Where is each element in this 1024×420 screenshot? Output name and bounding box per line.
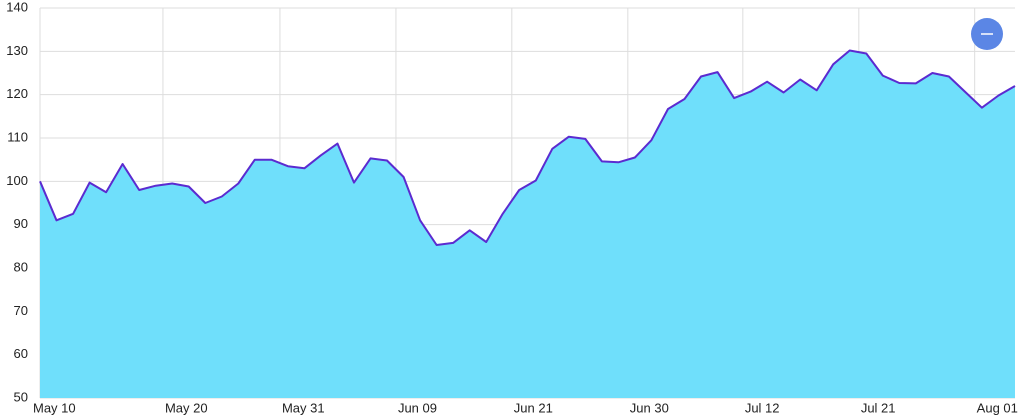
y-tick-label: 140 (6, 0, 28, 14)
y-tick-label: 60 (14, 346, 28, 361)
x-tick-label: Jun 21 (514, 400, 553, 415)
area-line (39, 49, 1016, 246)
x-tick-label: Aug 01 (977, 400, 1018, 415)
x-tick-label: Jun 30 (630, 400, 669, 415)
y-tick-label: 120 (6, 86, 28, 101)
x-tick-label: Jun 09 (398, 400, 437, 415)
x-tick-label: May 10 (33, 400, 76, 415)
y-tick-label: 100 (6, 173, 28, 188)
x-tick-label: Jul 21 (861, 400, 896, 415)
y-tick-label: 110 (7, 129, 28, 144)
y-tick-label: 130 (6, 43, 28, 58)
area-fill (40, 50, 1015, 398)
y-tick-label: 50 (14, 389, 28, 404)
label-layer: 50 60 70 80 90 100 110 120 130 140 May 10 May 20 May… (6, 0, 1018, 415)
x-tick-label: Jul 12 (745, 400, 780, 415)
y-tick-label: 70 (14, 303, 28, 318)
x-tick-label: May 20 (165, 400, 208, 415)
data-layer (39, 49, 1016, 398)
y-tick-label: 90 (14, 216, 28, 231)
y-tick-label: 80 (14, 259, 28, 274)
x-tick-label: May 31 (282, 400, 325, 415)
